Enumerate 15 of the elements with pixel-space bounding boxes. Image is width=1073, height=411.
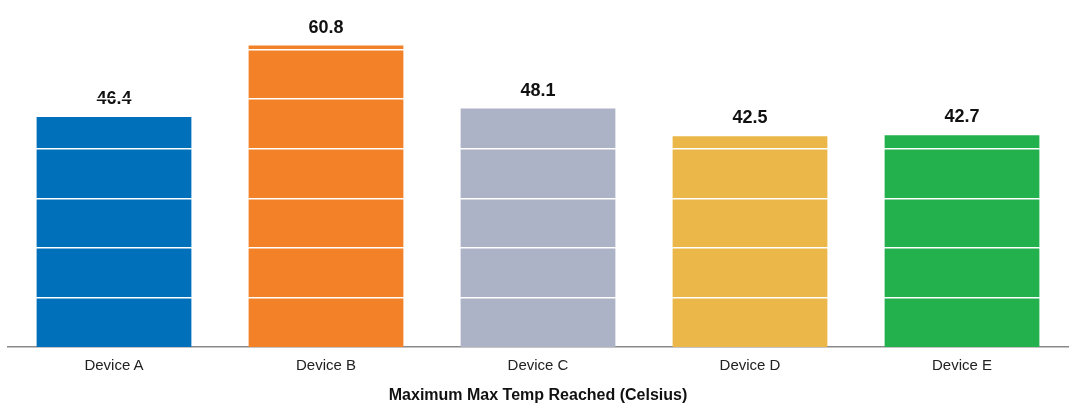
- data-label: 48.1: [520, 79, 556, 100]
- x-tick-label: Device A: [84, 356, 144, 374]
- bar: [248, 45, 404, 347]
- x-tick-label: Device D: [719, 356, 781, 374]
- bar: [672, 136, 828, 347]
- data-label: 60.8: [308, 16, 344, 37]
- data-label: 42.5: [732, 107, 768, 128]
- data-label: 42.7: [944, 106, 980, 127]
- bar: [36, 116, 192, 347]
- bar: [884, 135, 1040, 347]
- x-tick-label: Device E: [931, 356, 993, 374]
- x-axis-title: Maximum Max Temp Reached (Celsius): [388, 385, 688, 403]
- bar: [460, 108, 616, 347]
- x-tick-label: Device C: [507, 356, 569, 374]
- x-tick-label: Device B: [295, 356, 357, 374]
